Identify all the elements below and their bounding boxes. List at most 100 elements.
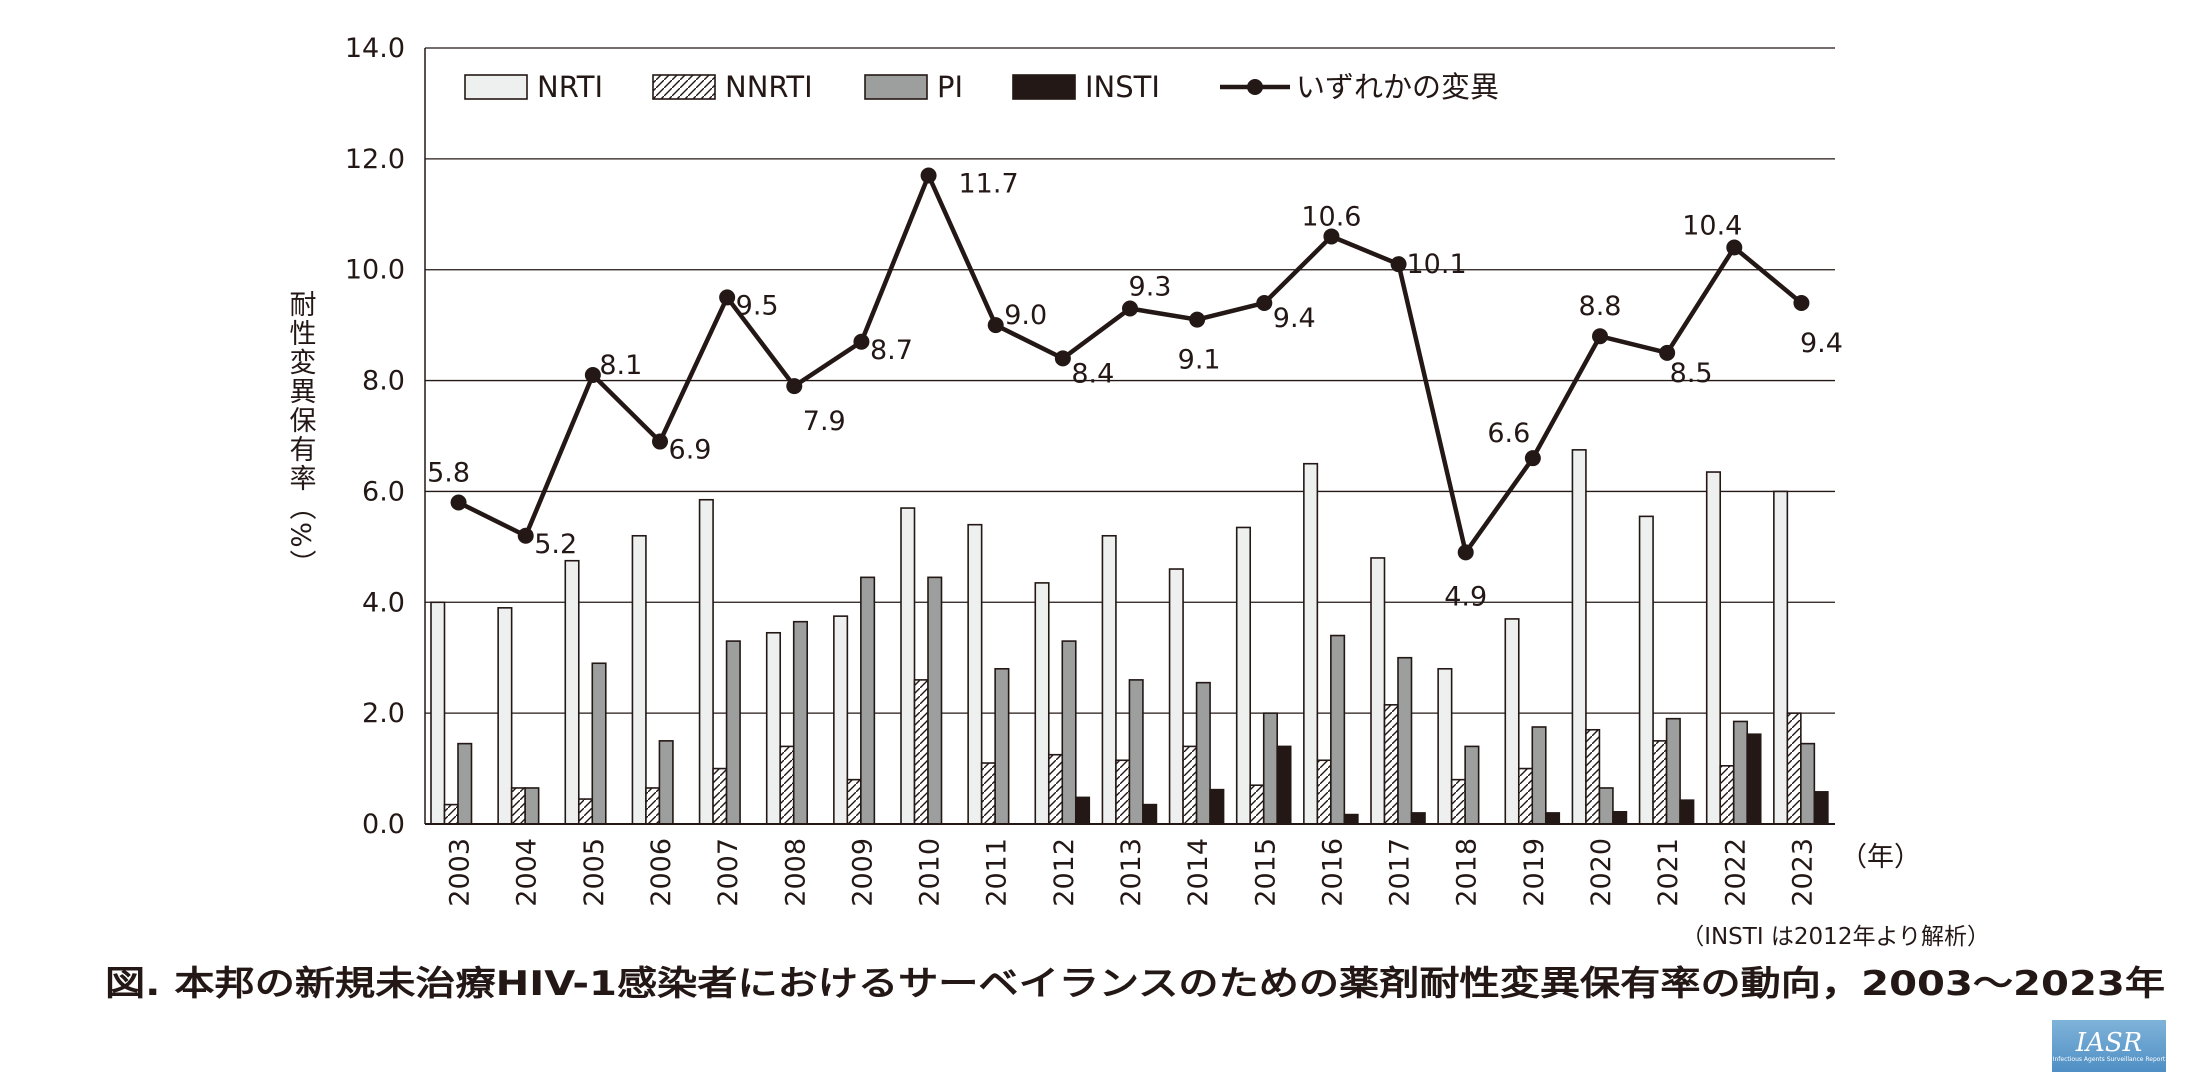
bar-pi (524, 787, 540, 825)
x-tick-label: 2003 (445, 838, 476, 907)
bar-nrti (1571, 449, 1587, 825)
data-label: 5.8 (427, 458, 470, 489)
data-label: 9.4 (1273, 303, 1316, 334)
bar-insti (1410, 812, 1426, 825)
bar-nnrti (1182, 745, 1198, 825)
bar-nrti (698, 498, 714, 825)
line-point (786, 378, 803, 395)
bar-nnrti (1786, 712, 1802, 825)
bar-nnrti (1383, 704, 1399, 825)
bar-nnrti (980, 762, 996, 825)
bar-nnrti (577, 798, 594, 825)
bar-nrti (1168, 568, 1184, 825)
line-point (1323, 228, 1340, 245)
bar-nrti (1235, 526, 1252, 825)
bar-nnrti (1517, 767, 1534, 825)
bar-pi (1665, 717, 1681, 825)
bar-nnrti (1115, 759, 1131, 825)
bar-nrti (1638, 515, 1654, 825)
legend-line-marker (1247, 79, 1263, 95)
data-label: 8.1 (599, 350, 642, 381)
bar-insti (1276, 745, 1292, 825)
bar-nrti (900, 507, 916, 825)
legend-label: いずれかの変異 (1296, 70, 1499, 104)
line-point (1793, 294, 1810, 311)
bar-pi (1732, 720, 1749, 825)
y-tick-label: 2.0 (362, 698, 405, 729)
bar-pi (860, 576, 876, 825)
x-tick-label: 2009 (847, 838, 878, 907)
data-label: 10.6 (1301, 201, 1361, 232)
x-tick-label: 2022 (1720, 838, 1751, 907)
x-tick-label: 2019 (1519, 838, 1550, 907)
note: （INSTI は2012年より解析） (1681, 924, 1990, 950)
logo-subtext: Infectious Agents Surveillance Report (2052, 1055, 2166, 1063)
bar-insti (1142, 803, 1158, 825)
bar-nrti (833, 615, 849, 825)
y-tick-label: 4.0 (362, 587, 405, 618)
legend-label: INSTI (1085, 70, 1160, 104)
bar-nrti (1504, 618, 1520, 825)
bar-nnrti (510, 787, 526, 825)
x-tick-label: 2017 (1385, 838, 1416, 907)
data-label: 5.2 (534, 529, 577, 560)
line-point (1122, 300, 1138, 317)
x-tick-label: 2012 (1049, 838, 1080, 907)
bar-nrti (1101, 534, 1117, 825)
bar-pi (1262, 712, 1279, 825)
legend-swatch-insti (1012, 74, 1076, 100)
bar-nnrti (645, 787, 661, 825)
line-point (1592, 328, 1608, 345)
bar-nrti (430, 601, 446, 825)
data-label: 8.4 (1071, 358, 1114, 389)
x-tick-label: 2020 (1586, 838, 1617, 907)
grid (425, 47, 1835, 714)
y-tick-label: 6.0 (362, 476, 405, 507)
bar-pi (1464, 745, 1480, 825)
data-label: 8.8 (1579, 291, 1622, 322)
y-tick-label: 10.0 (345, 255, 405, 286)
legend-swatch-pi (864, 74, 928, 100)
line-point (1726, 239, 1743, 256)
y-tick-label: 12.0 (345, 144, 405, 175)
bar-nnrti (1719, 764, 1735, 825)
data-label: 9.0 (1004, 300, 1047, 331)
bar-pi (1800, 742, 1816, 825)
bar-nnrti (1585, 728, 1601, 825)
logo-text: IASR (2075, 1027, 2143, 1058)
line-point (1659, 344, 1676, 361)
data-label: 8.7 (870, 335, 913, 366)
x-tick-label: 2023 (1787, 838, 1818, 907)
data-label: 10.4 (1682, 211, 1742, 242)
legend-swatch-nnrti (652, 74, 716, 100)
x-tick-label: 2005 (579, 838, 610, 907)
y-tick-label: 14.0 (345, 33, 405, 64)
bar-nrti (1034, 582, 1050, 825)
bar-nrti (631, 534, 647, 825)
bar-nrti (1437, 667, 1453, 825)
bar-nnrti (1450, 778, 1466, 825)
bar-pi (1128, 679, 1144, 825)
bar-pi (1531, 726, 1547, 825)
y-tick-label: 8.0 (362, 366, 405, 397)
x-tick-label: 2021 (1653, 838, 1684, 907)
bar-nnrti (913, 679, 929, 825)
data-label: 4.9 (1444, 581, 1487, 612)
data-label: 10.1 (1407, 249, 1467, 280)
data-label: 9.1 (1178, 345, 1221, 376)
line-any-mutation (457, 169, 1803, 558)
x-tick-label: 2006 (646, 838, 677, 907)
data-label: 8.5 (1670, 358, 1713, 389)
line-point (920, 167, 937, 184)
line-point (719, 289, 736, 306)
bar-insti (1209, 788, 1225, 825)
bar-nrti (765, 631, 782, 825)
legend-label: PI (937, 70, 963, 104)
bar-nnrti (712, 767, 728, 825)
bar-pi (725, 640, 741, 825)
bar-nnrti (1316, 759, 1332, 825)
data-label: 6.6 (1487, 418, 1530, 449)
bar-pi (792, 620, 809, 825)
bar-pi (927, 576, 943, 825)
